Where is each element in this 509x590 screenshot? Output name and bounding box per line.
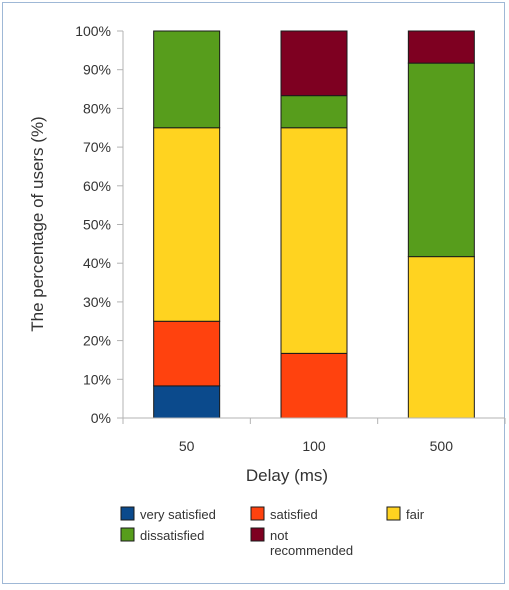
legend-label: dissatisfied <box>140 528 204 543</box>
x-tick-label: 50 <box>179 438 195 454</box>
y-tick-label: 10% <box>83 371 111 387</box>
y-tick-label: 70% <box>83 139 111 155</box>
legend: very satisfied satisfied fair dissatisfied n… <box>120 506 425 558</box>
bar-segment-satisfied <box>280 352 348 419</box>
y-tick-label: 80% <box>83 100 111 116</box>
bar-segment-fair <box>153 127 221 322</box>
legend-label: satisfied <box>270 507 318 522</box>
bar-segment-very-satisfied <box>153 385 221 419</box>
legend-label: fair <box>406 507 425 522</box>
y-tick-label: 0% <box>91 410 111 426</box>
stacked-bar-chart: 0%10%20%30%40%50%60%70%80%90%100% 50 100 5… <box>28 23 506 558</box>
legend-swatch <box>120 527 135 542</box>
y-axis-ticks: 0% 10% 20% 30% 40% 50% 60% 70% 80% 90% 100% <box>75 23 123 426</box>
legend-swatch <box>250 527 265 542</box>
x-axis-ticks: 50 100 500 <box>122 418 506 454</box>
bar-segment-fair <box>280 127 348 354</box>
y-axis-title: The percentage of users (%) <box>28 116 47 331</box>
y-tick-label: 20% <box>83 333 111 349</box>
y-tick-label: 100% <box>75 23 111 39</box>
legend-swatch <box>386 506 401 521</box>
bar-segment-not-recommended <box>407 30 475 64</box>
y-tick-label: 60% <box>83 178 111 194</box>
bar-segment-dissatisfied <box>153 30 221 129</box>
y-tick-label: 90% <box>83 62 111 78</box>
legend-label: very satisfied <box>140 507 216 522</box>
x-tick-label: 500 <box>430 438 454 454</box>
x-tick-label: 100 <box>302 438 326 454</box>
bars <box>153 30 475 419</box>
bar-segment-satisfied <box>153 320 221 387</box>
bar-segment-not-recommended <box>280 30 348 97</box>
x-axis-title: Delay (ms) <box>246 466 328 485</box>
chart-frame: 0% 10% 20% 30% 40% 50% 60% 70% 80% 90% 100% 50 100 5… <box>2 2 506 584</box>
axes <box>122 31 505 419</box>
y-tick-label: 40% <box>83 255 111 271</box>
bar-segment-dissatisfied <box>280 95 348 129</box>
y-tick-label: 50% <box>83 217 111 233</box>
legend-swatch <box>250 506 265 521</box>
bar-segment-fair <box>407 256 475 419</box>
y-tick-label: 30% <box>83 294 111 310</box>
legend-swatch <box>120 506 135 521</box>
legend-label: not recommended <box>270 528 353 558</box>
bar-segment-dissatisfied <box>407 62 475 258</box>
